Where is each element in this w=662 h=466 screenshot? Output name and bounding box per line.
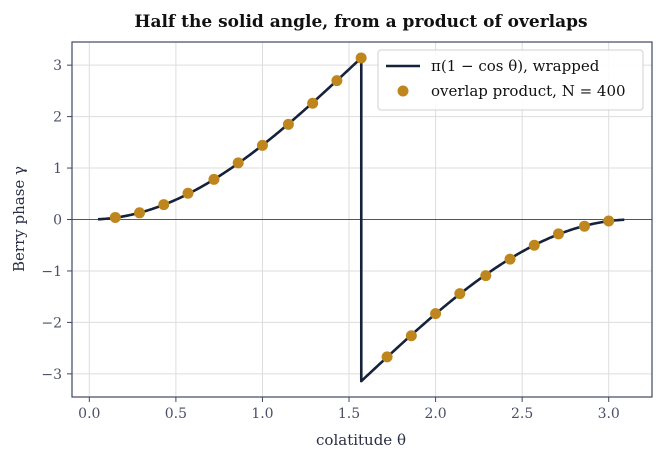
data-point — [208, 173, 220, 185]
series-layer — [97, 52, 625, 383]
x-tick-label: 1.5 — [338, 406, 360, 422]
data-point — [454, 288, 466, 300]
x-tick-label: 3.0 — [598, 406, 620, 422]
x-tick-label: 2.0 — [424, 406, 446, 422]
x-tick-label: 0.0 — [78, 406, 100, 422]
y-tick-label: 1 — [53, 161, 62, 177]
data-point — [256, 139, 268, 151]
y-axis-label: Berry phase γ — [10, 166, 28, 272]
data-point — [232, 157, 244, 169]
x-tick-label: 0.5 — [165, 406, 187, 422]
data-point — [134, 207, 146, 219]
data-point — [182, 187, 194, 199]
y-tick-label: 0 — [53, 213, 62, 229]
plot-frame — [71, 41, 653, 398]
data-point — [528, 239, 540, 251]
x-axis-label: colatitude θ — [316, 431, 406, 449]
y-tick-label: 2 — [53, 110, 62, 126]
legend-box — [377, 49, 644, 111]
x-tick-label: 1.0 — [251, 406, 273, 422]
y-tick-label: 3 — [53, 58, 62, 74]
legend-marker-swatch — [397, 85, 409, 97]
data-point — [158, 199, 170, 211]
y-tick-label: −2 — [41, 315, 62, 331]
data-point — [578, 220, 590, 232]
tick-layer: 0.0 0.5 1.0 1.5 2.0 2.5 3.0 −3 −2 −1 0 1 2 3 — [41, 58, 619, 422]
y-tick-label: −1 — [41, 264, 62, 280]
data-point — [355, 52, 367, 64]
data-point — [405, 330, 417, 342]
data-point — [553, 228, 565, 240]
data-point — [331, 75, 343, 87]
data-point — [480, 270, 492, 282]
data-point — [430, 308, 442, 320]
data-point — [307, 97, 319, 109]
legend-label-line: π(1 − cos θ), wrapped — [431, 57, 600, 75]
x-tick-label: 2.5 — [511, 406, 533, 422]
data-point — [381, 351, 393, 363]
data-point — [504, 253, 516, 265]
chart-title: Half the solid angle, from a product of … — [134, 12, 587, 32]
data-point — [109, 211, 121, 223]
legend-label-markers: overlap product, N = 400 — [431, 82, 626, 100]
y-tick-label: −3 — [41, 367, 62, 383]
legend: π(1 − cos θ), wrapped overlap product, N… — [377, 49, 644, 111]
data-point — [282, 118, 294, 130]
data-point — [603, 215, 615, 227]
